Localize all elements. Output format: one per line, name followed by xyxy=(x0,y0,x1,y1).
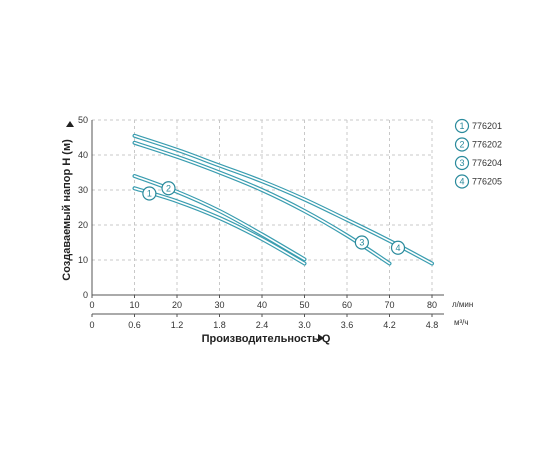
legend: 1 776201 2 776202 3 776204 4 776205 xyxy=(454,118,502,189)
series-badge-number: 3 xyxy=(359,238,364,248)
legend-entry-label: 776204 xyxy=(472,158,502,168)
legend-entry-label: 776202 xyxy=(472,140,502,150)
axes xyxy=(91,120,444,317)
series-badges: 1 2 3 4 xyxy=(142,181,406,255)
x-tick-label: 70 xyxy=(384,300,394,310)
x-tick-label: 60 xyxy=(342,300,352,310)
series-line-outer xyxy=(132,140,392,266)
legend-badge-number: 4 xyxy=(459,177,464,187)
x-tick-label: 10 xyxy=(129,300,139,310)
x2-tick-label: 1.2 xyxy=(171,320,184,330)
x-tick-label: 40 xyxy=(257,300,267,310)
y-tick-label: 10 xyxy=(78,255,88,265)
x-tick-labels: 0 10 20 30 40 50 60 70 80 xyxy=(89,300,437,310)
x-axis-arrow-icon xyxy=(318,334,324,342)
series-badge-circle xyxy=(161,181,176,196)
y-tick-labels: 0 10 20 30 40 50 xyxy=(78,115,88,300)
legend-badge-number: 3 xyxy=(459,158,464,168)
series-line-inner xyxy=(133,187,306,265)
legend-badge-circle xyxy=(454,118,470,134)
x-tick-label: 50 xyxy=(299,300,309,310)
x-axis-title: Производительность Q xyxy=(202,333,331,345)
x2-tick-label: 1.8 xyxy=(213,320,226,330)
legend-badge-number: 1 xyxy=(459,121,464,131)
series-badge-number: 1 xyxy=(147,189,152,199)
x2-tick-label: 3.6 xyxy=(341,320,354,330)
x2-tick-label: 4.8 xyxy=(426,320,439,330)
y-axis-title: Создаваемый напор H (м) xyxy=(61,139,73,281)
legend-badge-circle xyxy=(454,137,470,152)
x2-tick-label: 0 xyxy=(89,320,94,330)
x2-tick-label: 0.6 xyxy=(128,320,141,330)
series-badge-circle xyxy=(354,235,369,250)
series-line-inner xyxy=(133,135,433,265)
x-tick-label: 20 xyxy=(172,300,182,310)
x-axis-unit: л/мин xyxy=(452,300,473,309)
series-badge-number: 2 xyxy=(166,183,171,193)
legend-entry-label: 776201 xyxy=(472,121,502,131)
series-curves xyxy=(132,133,434,266)
series-badge-number: 4 xyxy=(395,243,400,253)
x2-tick-label: 2.4 xyxy=(256,320,269,330)
legend-badge-circle xyxy=(454,155,470,171)
legend-badge-number: 2 xyxy=(459,140,464,150)
legend-entry-label: 776205 xyxy=(472,177,502,187)
x2-axis-unit: м³/ч xyxy=(454,318,469,327)
x2-tick-label: 3.0 xyxy=(298,320,311,330)
y-tick-label: 0 xyxy=(83,290,88,300)
x-tick-label: 0 xyxy=(89,300,94,310)
series-badge-circle xyxy=(142,186,157,201)
x-tick-label: 30 xyxy=(214,300,224,310)
y-tick-label: 50 xyxy=(78,115,88,125)
y-axis-arrow-icon xyxy=(66,121,74,127)
x2-tick-labels: 0 0.6 1.2 1.8 2.4 3.0 3.6 4.2 4.8 xyxy=(89,320,438,330)
y-tick-label: 20 xyxy=(78,220,88,230)
series-badge-circle xyxy=(390,240,406,255)
y-tick-label: 30 xyxy=(78,185,88,195)
legend-badge-circle xyxy=(454,174,470,189)
x2-tick-label: 4.2 xyxy=(383,320,396,330)
x-tick-label: 80 xyxy=(427,300,437,310)
y-tick-label: 40 xyxy=(78,150,88,160)
series-line-inner xyxy=(133,142,391,265)
